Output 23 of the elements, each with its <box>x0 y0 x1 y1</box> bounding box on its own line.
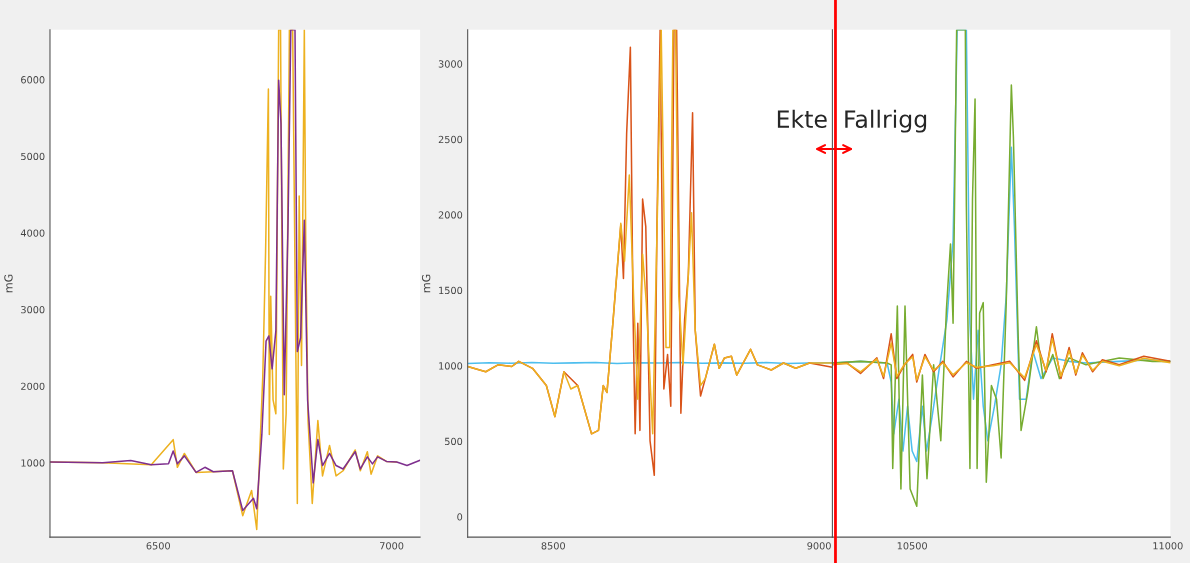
y-axis-title: mG <box>421 274 431 293</box>
y-tick-label: 2000 <box>21 382 45 390</box>
y-tick-label: 6000 <box>21 76 45 84</box>
y-tick-label: 1000 <box>439 362 463 370</box>
y-tick-label: 5000 <box>21 152 45 161</box>
x-tick-label: 9000 <box>807 542 831 550</box>
x-tick-label: 7000 <box>380 542 404 550</box>
x-tick-label: 8500 <box>541 542 565 550</box>
y-axis-title: mG <box>4 274 13 293</box>
y-tick-label: 500 <box>445 437 463 446</box>
y-tick-label: 3000 <box>21 306 45 314</box>
y-tick-label: 0 <box>457 513 463 521</box>
y-tick-label: 1000 <box>21 459 45 467</box>
y-tick-label: 2500 <box>438 135 463 144</box>
x-tick-label: 10500 <box>897 542 927 550</box>
annotation: Ekte <box>777 109 827 128</box>
annotation: Fallrigg <box>845 109 927 133</box>
x-tick-label: 6500 <box>146 542 170 550</box>
y-tick-label: 3000 <box>438 60 463 68</box>
x-tick-label: 11000 <box>1153 542 1183 550</box>
y-tick-label: 1500 <box>439 286 463 295</box>
y-tick-label: 4000 <box>20 229 45 237</box>
y-tick-label: 2000 <box>438 211 463 219</box>
